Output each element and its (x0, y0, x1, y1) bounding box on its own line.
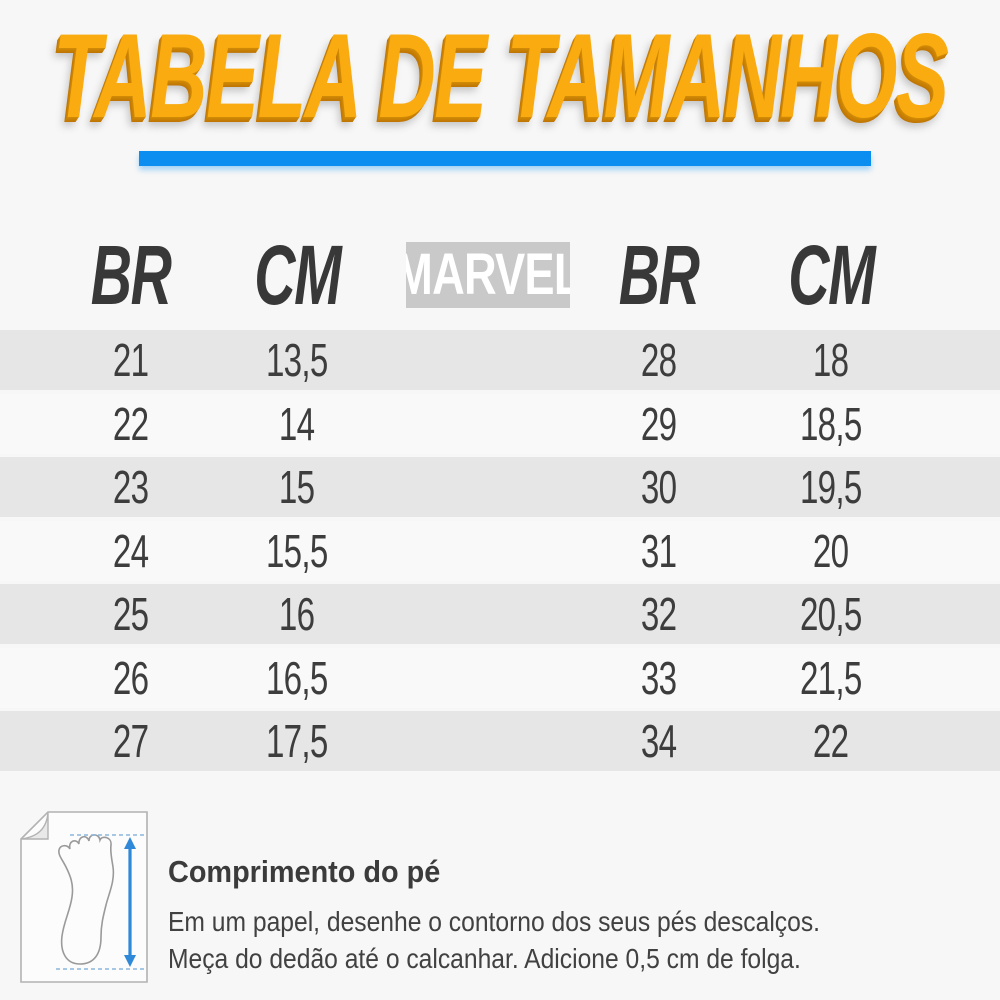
page-title-wrap: TABELA DE TAMANHOS (0, 16, 1000, 136)
table-row: 21 13,5 28 18 (0, 330, 1000, 390)
foot-measurement-icon (18, 808, 150, 986)
cell-br-left: 27 (112, 715, 149, 767)
footer-heading: Comprimento do pé (168, 854, 441, 889)
cell-cm-right: 18 (813, 334, 849, 386)
cell-br-right: 32 (641, 588, 677, 640)
cell-cm-right: 21,5 (800, 651, 862, 704)
cell-cm-left: 15 (279, 461, 315, 513)
table-row: 23 15 30 19,5 (0, 457, 1000, 517)
cell-cm-left: 15,5 (266, 524, 328, 577)
table-row: 26 16,5 33 21,5 (0, 647, 1000, 708)
table-row: 22 14 29 18,5 (0, 393, 1000, 454)
column-header-cm-right: CM (787, 228, 875, 322)
cell-cm-right: 19,5 (800, 461, 862, 513)
cell-br-right: 33 (641, 651, 677, 704)
cell-cm-left: 17,5 (266, 715, 328, 767)
cell-br-left: 22 (112, 397, 149, 450)
column-header-br-left: BR (90, 228, 172, 322)
cell-br-right: 29 (641, 397, 677, 450)
column-header-br-right: BR (619, 228, 700, 322)
footer-instructions: Em um papel, desenhe o contorno dos seus… (168, 903, 820, 977)
cell-cm-left: 13,5 (266, 334, 328, 386)
cell-cm-right: 18,5 (800, 397, 862, 450)
table-row: 27 17,5 34 22 (0, 711, 1000, 771)
cell-cm-left: 14 (279, 397, 315, 450)
size-table-header: BR CM MARVEL BR CM (0, 225, 1000, 325)
title-underline (139, 151, 871, 166)
cell-br-right: 31 (641, 524, 677, 577)
column-header-cm-left: CM (253, 228, 341, 322)
page-title: TABELA DE TAMANHOS (52, 9, 949, 143)
cell-cm-left: 16 (279, 588, 315, 640)
cell-br-right: 28 (641, 334, 677, 386)
cell-cm-right: 20 (813, 524, 849, 577)
cell-cm-right: 22 (813, 715, 849, 767)
footer-instruction-line1: Em um papel, desenhe o contorno dos seus… (168, 906, 820, 937)
marvel-logo-text: MARVEL (406, 242, 570, 307)
cell-br-right: 30 (641, 461, 677, 513)
footer-instruction-line2: Meça do dedão até o calcanhar. Adicione … (168, 943, 801, 974)
cell-cm-right: 20,5 (800, 588, 862, 640)
table-row: 25 16 32 20,5 (0, 584, 1000, 644)
cell-br-right: 34 (641, 715, 677, 767)
table-row: 24 15,5 31 20 (0, 520, 1000, 581)
size-table-body: 21 13,5 28 18 22 14 29 18,5 23 15 30 19,… (0, 330, 1000, 775)
cell-br-left: 21 (112, 334, 149, 386)
cell-br-left: 26 (112, 651, 149, 704)
cell-cm-left: 16,5 (266, 651, 328, 704)
cell-br-left: 23 (112, 461, 149, 513)
cell-br-left: 24 (112, 524, 149, 577)
marvel-logo: MARVEL (406, 242, 570, 308)
cell-br-left: 25 (112, 588, 149, 640)
